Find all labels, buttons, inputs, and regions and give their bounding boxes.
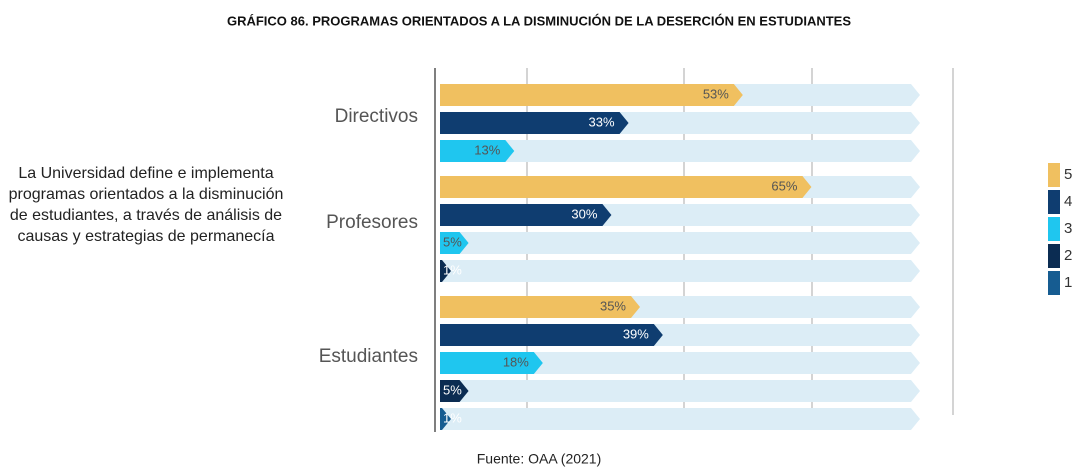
value-label: 35% [600,298,626,313]
legend-swatch [1048,163,1060,187]
bar [440,176,812,198]
value-label: 13% [474,142,500,157]
value-label: 53% [703,86,729,101]
bar [440,84,743,106]
bar-background [440,408,920,430]
bar [440,204,612,226]
legend-swatch [1048,190,1060,214]
bar [440,296,640,318]
description: La Universidad define e implementa progr… [8,165,284,245]
value-label: 65% [771,178,797,193]
value-label: 5% [443,382,462,397]
category-label: Profesores [326,212,418,233]
legend-label: 2 [1064,247,1072,264]
legend-label: 5 [1064,166,1072,183]
value-label: 18% [503,354,529,369]
chart-title: GRÁFICO 86. PROGRAMAS ORIENTADOS A LA DI… [227,13,851,28]
value-label: 33% [589,114,615,129]
bar [440,408,451,430]
legend-label: 4 [1064,193,1072,210]
bar-background [440,140,920,162]
value-label: 5% [443,234,462,249]
bar-background [440,260,920,282]
value-label: 1% [443,262,462,277]
value-label: 30% [571,206,597,221]
bar [440,260,451,282]
category-label: Directivos [335,106,418,127]
bar [440,380,469,402]
source: Fuente: OAA (2021) [477,451,602,467]
bar [440,232,469,254]
bar [440,324,663,346]
value-label: 39% [623,326,649,341]
legend-label: 1 [1064,274,1072,291]
value-label: 1% [443,410,462,425]
legend-swatch [1048,217,1060,241]
bar-background [440,352,920,374]
legend-swatch [1048,244,1060,268]
bar-background [440,380,920,402]
bar [440,112,629,134]
legend-swatch [1048,271,1060,295]
bar-background [440,232,920,254]
category-label: Estudiantes [319,346,418,367]
legend-label: 3 [1064,220,1072,237]
bar [440,140,515,162]
bar [440,352,543,374]
